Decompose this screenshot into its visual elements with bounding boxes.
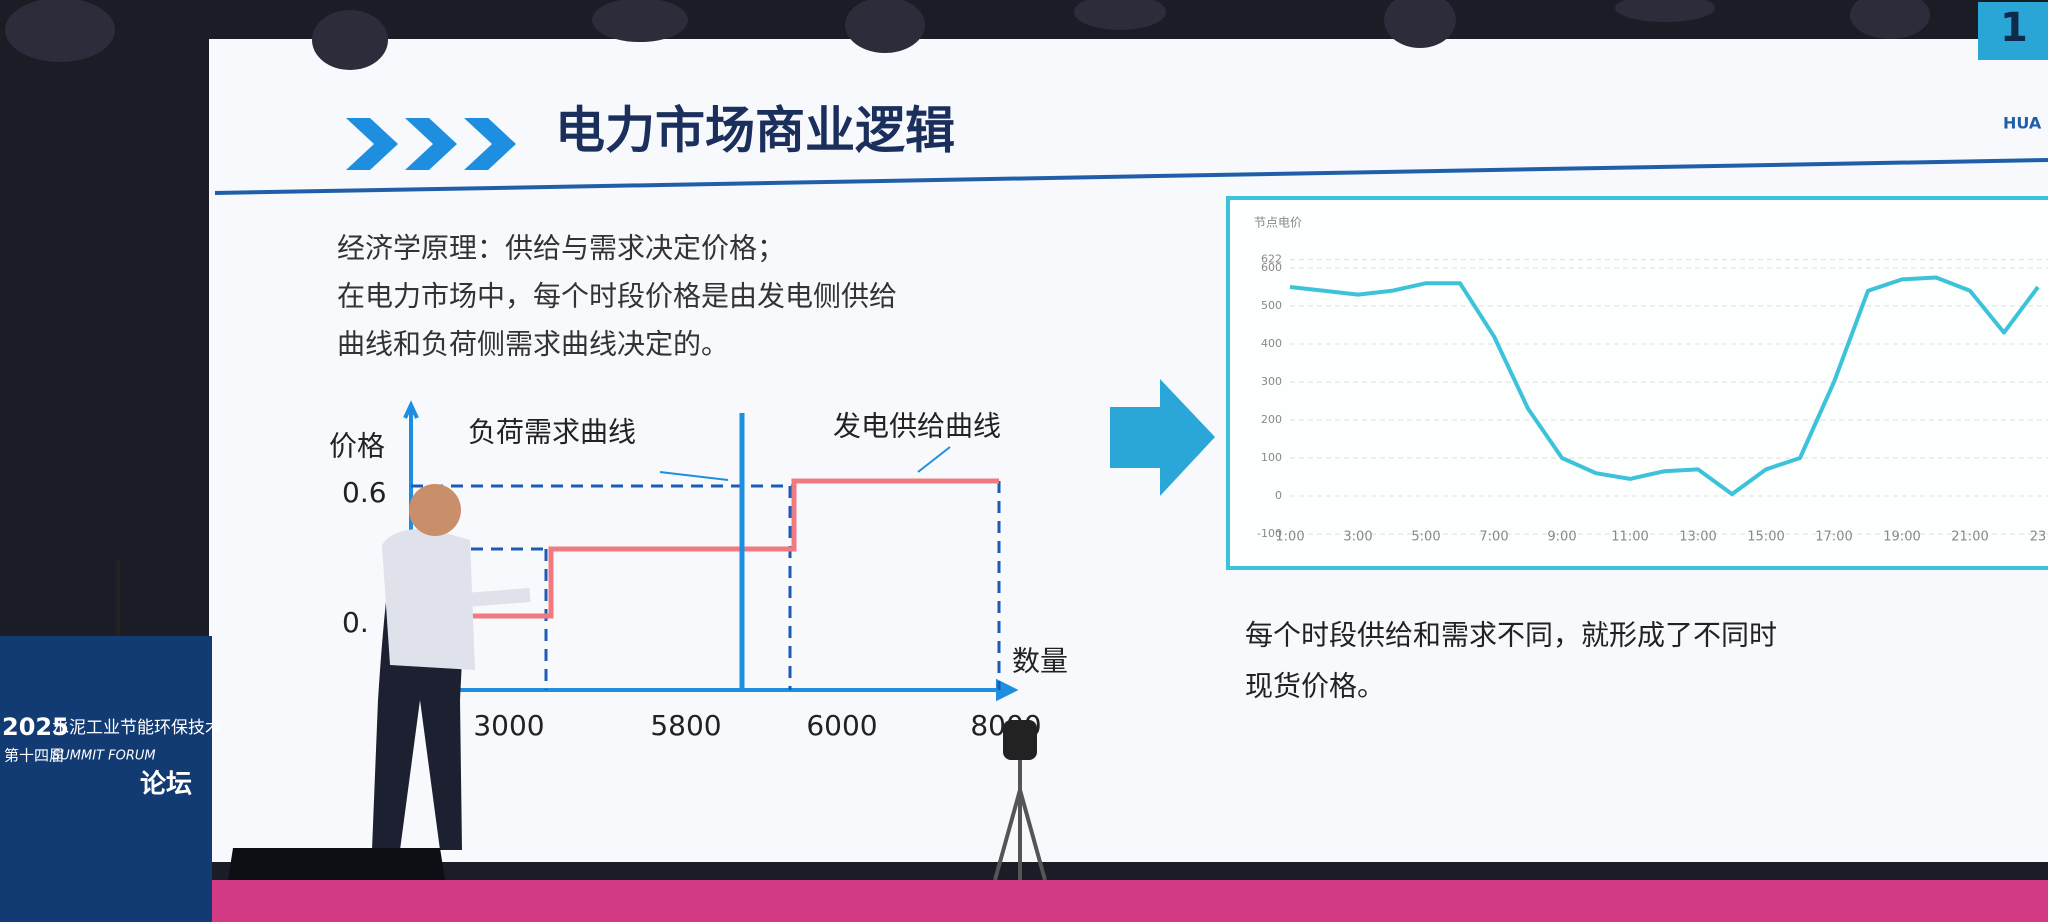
banner-forum: 论坛 bbox=[140, 770, 192, 800]
x-tick-label: 6000 bbox=[806, 709, 877, 742]
banner-year: 2025 bbox=[2, 713, 69, 741]
arrow bbox=[1110, 379, 1215, 496]
x-tick-label: 3000 bbox=[473, 709, 544, 742]
presenter bbox=[228, 484, 531, 880]
x-tick-label: 1:00 bbox=[1275, 530, 1304, 545]
banner-name: 水泥工业节能环保技术 bbox=[52, 718, 222, 738]
y-tick-label: -100 bbox=[1257, 527, 1282, 540]
x-tick-label: 13:00 bbox=[1679, 530, 1716, 545]
y-tick-label: 400 bbox=[1261, 337, 1282, 350]
stage-lights bbox=[5, 0, 1930, 70]
caption-line: 每个时段供给和需求不同，就形成了不同时 bbox=[1245, 619, 1777, 652]
y-tick-label: 100 bbox=[1261, 451, 1282, 464]
event-banner bbox=[0, 636, 212, 922]
supply-label: 发电供给曲线 bbox=[833, 410, 1001, 443]
slide-title: 电力市场商业逻辑 bbox=[555, 102, 955, 160]
x-tick-label: 9:00 bbox=[1547, 530, 1576, 545]
y-tick-label: 622 bbox=[1261, 253, 1282, 266]
x-tick-label: 23 bbox=[2030, 530, 2047, 545]
banner-edition: 第十四届 bbox=[4, 747, 64, 765]
y-tick-label: 600 bbox=[1261, 261, 1282, 274]
x-tick-label: 11:00 bbox=[1611, 530, 1648, 545]
camera bbox=[1003, 720, 1037, 760]
price-line bbox=[1289, 275, 2040, 497]
y-tick-label: 300 bbox=[1261, 375, 1282, 388]
intro-line: 在电力市场中，每个时段价格是由发电侧供给 bbox=[337, 280, 897, 313]
intro-line: 经济学原理：供给与需求决定价格； bbox=[337, 232, 785, 265]
page-badge bbox=[1978, 2, 2048, 60]
intro-line: 曲线和负荷侧需求曲线决定的。 bbox=[337, 328, 729, 361]
y-tick-label: 0 bbox=[1275, 489, 1282, 502]
demand-label: 负荷需求曲线 bbox=[468, 416, 636, 449]
x-tick-label: 5800 bbox=[650, 709, 721, 742]
logo: HUA bbox=[2003, 114, 2042, 133]
x-tick-label: 17:00 bbox=[1815, 530, 1852, 545]
title-chevrons bbox=[346, 118, 516, 170]
title-rule bbox=[214, 158, 2048, 195]
page-number: 1 bbox=[2000, 5, 2028, 51]
x-tick-label: 15:00 bbox=[1747, 530, 1784, 545]
stage-floor bbox=[0, 880, 2048, 922]
price-chart-frame bbox=[1226, 196, 2048, 570]
x-axis-label: 数量 bbox=[1012, 645, 1068, 678]
banner-english: SUMMIT FORUM bbox=[52, 749, 156, 764]
x-tick-label: 7:00 bbox=[1479, 530, 1508, 545]
y-tick-label: 500 bbox=[1261, 299, 1282, 312]
y-tick-label: 0.6 bbox=[342, 476, 387, 509]
y-axis-label: 节点电价 bbox=[1254, 216, 1302, 230]
x-tick-label: 5:00 bbox=[1411, 530, 1440, 545]
x-tick-label: 3:00 bbox=[1343, 530, 1372, 545]
y-axis-label: 价格 bbox=[329, 430, 385, 463]
y-tick-label: 200 bbox=[1261, 413, 1282, 426]
y-tick-label: 0. bbox=[342, 606, 369, 639]
x-tick-label: 19:00 bbox=[1883, 530, 1920, 545]
caption-line: 现货价格。 bbox=[1245, 670, 1385, 703]
x-tick-label: 21:00 bbox=[1951, 530, 1988, 545]
